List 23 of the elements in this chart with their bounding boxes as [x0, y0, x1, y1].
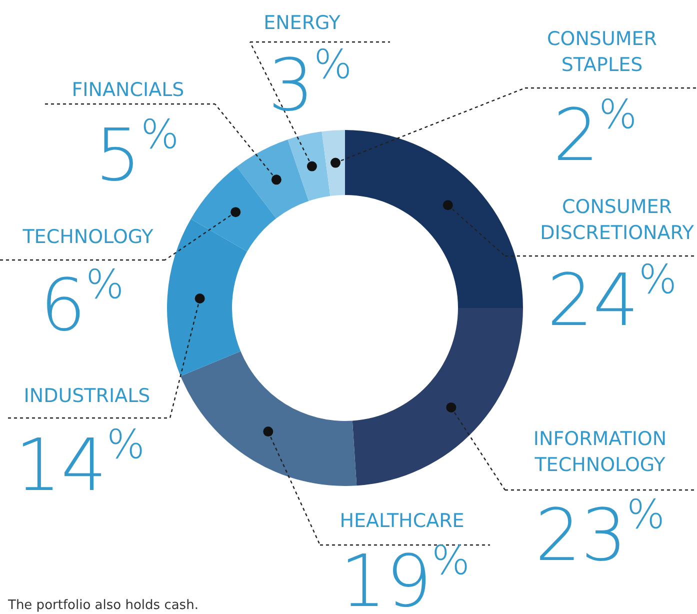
slice-label: HEALTHCARE: [340, 510, 464, 532]
slice-label: INDUSTRIALS: [24, 385, 150, 407]
slice-label: CONSUMER DISCRETIONARY: [540, 196, 694, 244]
donut-slice: [236, 139, 309, 218]
donut-slice: [288, 132, 330, 201]
slice-label: INFORMATION TECHNOLOGY: [533, 428, 667, 476]
text: The portfolio also holds cash.: [7, 598, 198, 613]
data-label: 3$^{%}$: [268, 42, 352, 127]
slice-label: FINANCIALS: [72, 79, 184, 101]
donut-slice: [345, 130, 523, 308]
donut-slice: [322, 130, 345, 196]
data-label: 2$^{%}$: [553, 92, 637, 177]
data-label: 19$^{%}$: [340, 538, 470, 614]
slice-label: ENERGY: [264, 12, 341, 34]
data-label: 14$^{%}$: [15, 422, 145, 507]
data-label: 6$^{%}$: [40, 262, 124, 347]
data-label: 5$^{%}$: [95, 112, 179, 197]
donut-slice: [180, 351, 357, 486]
slice-label: TECHNOLOGY: [22, 226, 154, 248]
data-label: 23$^{%}$: [535, 492, 665, 577]
slice-label: CONSUMER STAPLES: [546, 28, 658, 76]
donut-slice: [352, 308, 523, 486]
data-label: 24$^{%}$: [547, 257, 677, 342]
